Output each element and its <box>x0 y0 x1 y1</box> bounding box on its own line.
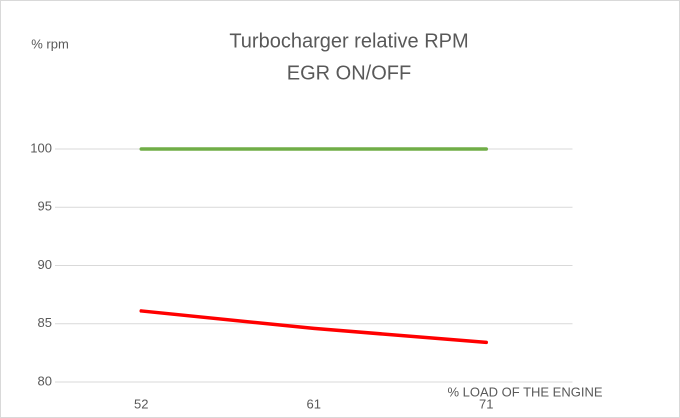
chart-subtitle: EGR ON/OFF <box>287 62 411 84</box>
y-tick-label: 100 <box>30 140 52 155</box>
x-tick-label: 61 <box>307 396 321 411</box>
chart-title: Turbocharger relative RPM <box>229 30 468 52</box>
y-tick-label: 85 <box>38 315 52 330</box>
x-tick-label: 71 <box>479 396 493 411</box>
y-tick-label: 80 <box>38 373 52 388</box>
y-tick-label: 90 <box>38 257 52 272</box>
line-series <box>139 309 488 345</box>
x-axis-label: % LOAD OF THE ENGINE <box>447 384 602 399</box>
y-tick-label: 95 <box>38 199 52 214</box>
y-axis-label: % rpm <box>31 36 69 51</box>
x-tick-label: 52 <box>134 396 148 411</box>
